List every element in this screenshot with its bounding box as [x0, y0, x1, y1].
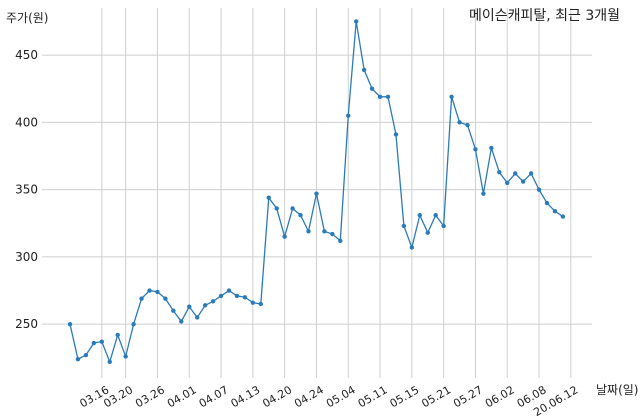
- data-point: [314, 191, 319, 196]
- data-point: [465, 122, 470, 128]
- data-point: [322, 229, 327, 234]
- data-point: [505, 180, 510, 186]
- data-point: [393, 132, 399, 137]
- data-point: [361, 67, 367, 73]
- data-point: [497, 169, 502, 175]
- data-point: [346, 113, 351, 118]
- data-point: [210, 299, 216, 304]
- x-tick-label: 05.11: [356, 383, 390, 410]
- data-point: [528, 171, 534, 176]
- data-point: [155, 289, 160, 295]
- y-tick-label: 300: [15, 250, 38, 264]
- data-point: [83, 352, 89, 358]
- data-point: [552, 208, 558, 214]
- x-axis-label: 날짜(일): [596, 383, 638, 397]
- x-tick-label: 04.24: [292, 383, 326, 410]
- data-point: [258, 301, 263, 307]
- data-point: [298, 213, 303, 218]
- data-point: [274, 206, 279, 211]
- x-tick-label: 04.07: [197, 383, 231, 410]
- x-axis: 03.1603.2003.2604.0104.0704.1304.2004.24…: [78, 383, 581, 419]
- data-point: [163, 296, 168, 301]
- data-point: [417, 213, 422, 218]
- data-point: [377, 94, 383, 100]
- x-tick-label: 03.26: [133, 383, 167, 410]
- data-point: [242, 295, 248, 300]
- data-point: [457, 120, 462, 125]
- x-tick-label: 04.20: [260, 383, 294, 410]
- data-point: [536, 187, 542, 192]
- data-point: [338, 238, 343, 243]
- data-point: [449, 94, 454, 100]
- y-tick-label: 350: [15, 183, 38, 197]
- data-point: [385, 94, 391, 100]
- data-point: [560, 214, 566, 219]
- data-point: [123, 354, 128, 359]
- data-point: [139, 296, 144, 301]
- data-point: [266, 195, 271, 200]
- x-tick-label: 04.13: [229, 383, 263, 410]
- x-tick-label: 05.15: [388, 383, 422, 410]
- data-point: [489, 145, 494, 151]
- data-point: [330, 231, 335, 237]
- data-point: [179, 319, 184, 324]
- y-tick-label: 400: [15, 115, 38, 129]
- data-point: [91, 340, 97, 346]
- data-point: [202, 303, 208, 308]
- data-point: [425, 230, 430, 235]
- y-tick-label: 450: [15, 48, 38, 62]
- data-point: [306, 229, 311, 234]
- data-point: [520, 179, 526, 184]
- data-point: [354, 19, 359, 24]
- chart-title: 메이슨캐피탈, 최근 3개월: [469, 8, 620, 24]
- data-point: [481, 191, 486, 196]
- data-point: [187, 304, 192, 309]
- y-axis-label: 주가(원): [6, 11, 48, 25]
- x-tick-label: 06.02: [483, 383, 517, 410]
- data-point: [115, 332, 120, 338]
- data-point: [282, 234, 287, 239]
- data-points: [67, 19, 566, 365]
- data-point: [441, 223, 446, 229]
- data-point: [171, 308, 176, 313]
- data-point: [107, 359, 112, 365]
- data-point: [75, 356, 81, 362]
- data-point: [131, 321, 136, 327]
- data-point: [226, 288, 232, 293]
- x-tick-label: 05.21: [419, 383, 453, 410]
- y-axis: 250 300 350 400 450: [15, 48, 38, 331]
- data-point: [234, 293, 240, 299]
- data-point: [433, 213, 438, 218]
- data-point: [409, 245, 415, 250]
- x-tick-label: 05.27: [451, 383, 485, 410]
- data-point: [513, 171, 518, 176]
- data-point: [99, 339, 105, 344]
- x-tick-label: 05.04: [324, 383, 358, 410]
- data-point: [147, 288, 152, 293]
- data-point: [67, 321, 73, 327]
- data-point: [544, 200, 550, 206]
- data-point: [401, 223, 407, 229]
- x-tick-label: 04.01: [165, 383, 199, 410]
- y-tick-label: 250: [15, 317, 38, 331]
- data-point: [369, 86, 375, 91]
- data-point: [250, 300, 256, 305]
- data-point: [218, 293, 224, 299]
- data-point: [473, 147, 478, 152]
- data-point: [195, 315, 200, 320]
- data-point: [290, 206, 295, 211]
